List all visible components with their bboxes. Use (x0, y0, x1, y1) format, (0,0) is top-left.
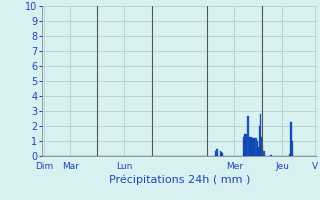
Bar (247, 116, 249, 156)
Bar (252, 138, 253, 156)
Bar (259, 126, 260, 156)
Bar (291, 121, 292, 156)
Bar (245, 134, 246, 156)
Bar (258, 147, 259, 156)
Bar (221, 152, 222, 156)
Bar (216, 149, 218, 156)
Bar (289, 154, 290, 156)
Bar (215, 151, 216, 156)
Bar (254, 138, 255, 156)
Bar (244, 134, 245, 156)
Bar (255, 138, 257, 156)
X-axis label: Précipitations 24h ( mm ): Précipitations 24h ( mm ) (108, 174, 250, 185)
Bar (290, 121, 291, 156)
Bar (243, 137, 244, 156)
Bar (251, 137, 252, 156)
Bar (261, 137, 262, 156)
Bar (263, 151, 265, 156)
Bar (249, 137, 250, 156)
Bar (270, 154, 271, 156)
Bar (220, 151, 221, 156)
Bar (262, 146, 263, 156)
Bar (222, 153, 223, 156)
Bar (260, 114, 261, 156)
Bar (246, 134, 247, 156)
Bar (257, 141, 258, 156)
Bar (292, 141, 293, 156)
Bar (250, 137, 251, 156)
Bar (253, 138, 254, 156)
